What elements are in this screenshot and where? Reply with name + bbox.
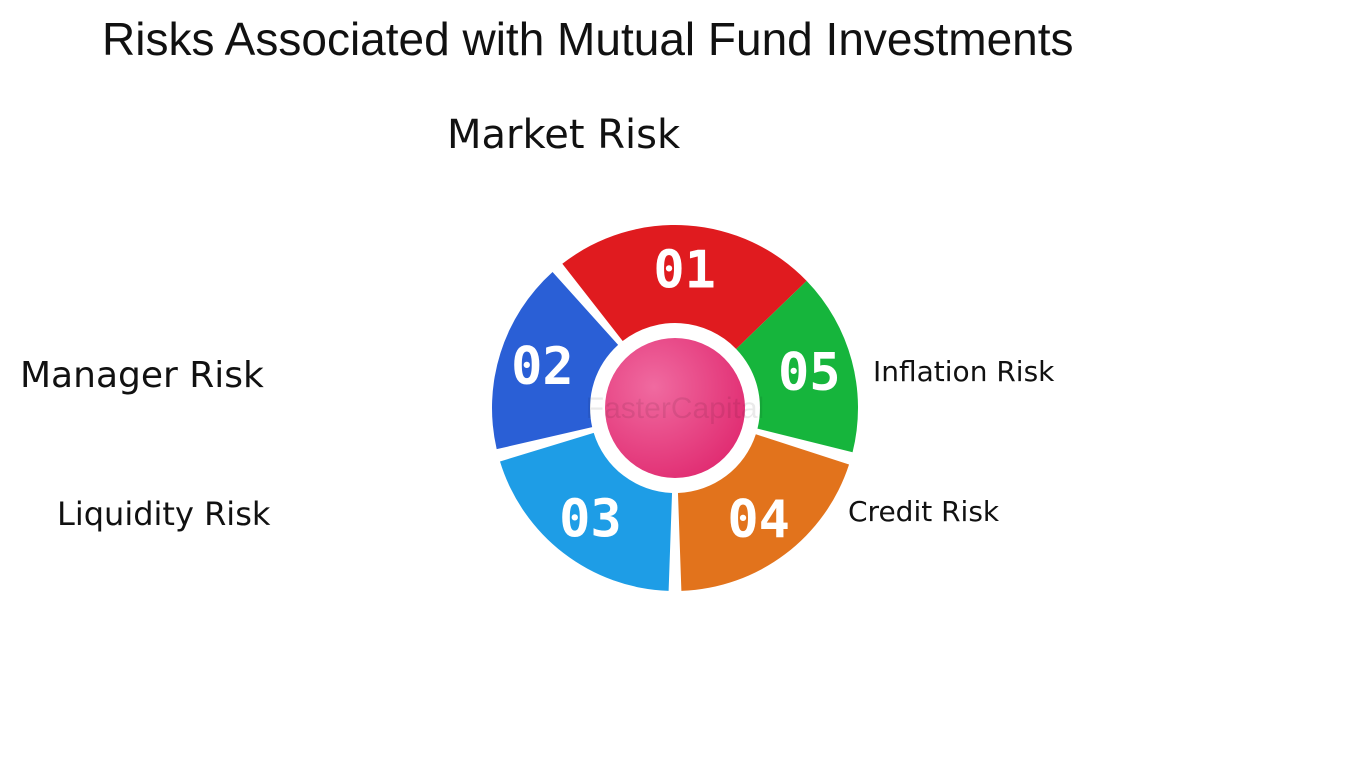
segment-05-inflation	[736, 280, 858, 453]
label-market-risk: Market Risk	[447, 112, 681, 158]
center-disc	[605, 338, 745, 478]
label-inflation-risk: Inflation Risk	[873, 355, 1055, 388]
label-manager-risk: Manager Risk	[20, 355, 264, 396]
segment-01-market	[562, 225, 807, 349]
page-title: Risks Associated with Mutual Fund Invest…	[102, 13, 1074, 65]
segment-number-03: 03	[559, 489, 622, 549]
label-liquidity-risk: Liquidity Risk	[57, 495, 271, 533]
segment-02-manager	[492, 272, 619, 450]
segment-number-01: 01	[653, 240, 716, 300]
segment-number-05: 05	[778, 343, 841, 403]
label-credit-risk: Credit Risk	[848, 495, 1000, 528]
segment-number-02: 02	[511, 337, 574, 397]
segment-03-liquidity	[499, 432, 673, 591]
watermark: FasterCapital	[586, 392, 764, 425]
segment-04-credit	[677, 434, 850, 591]
segment-number-04: 04	[727, 490, 790, 550]
